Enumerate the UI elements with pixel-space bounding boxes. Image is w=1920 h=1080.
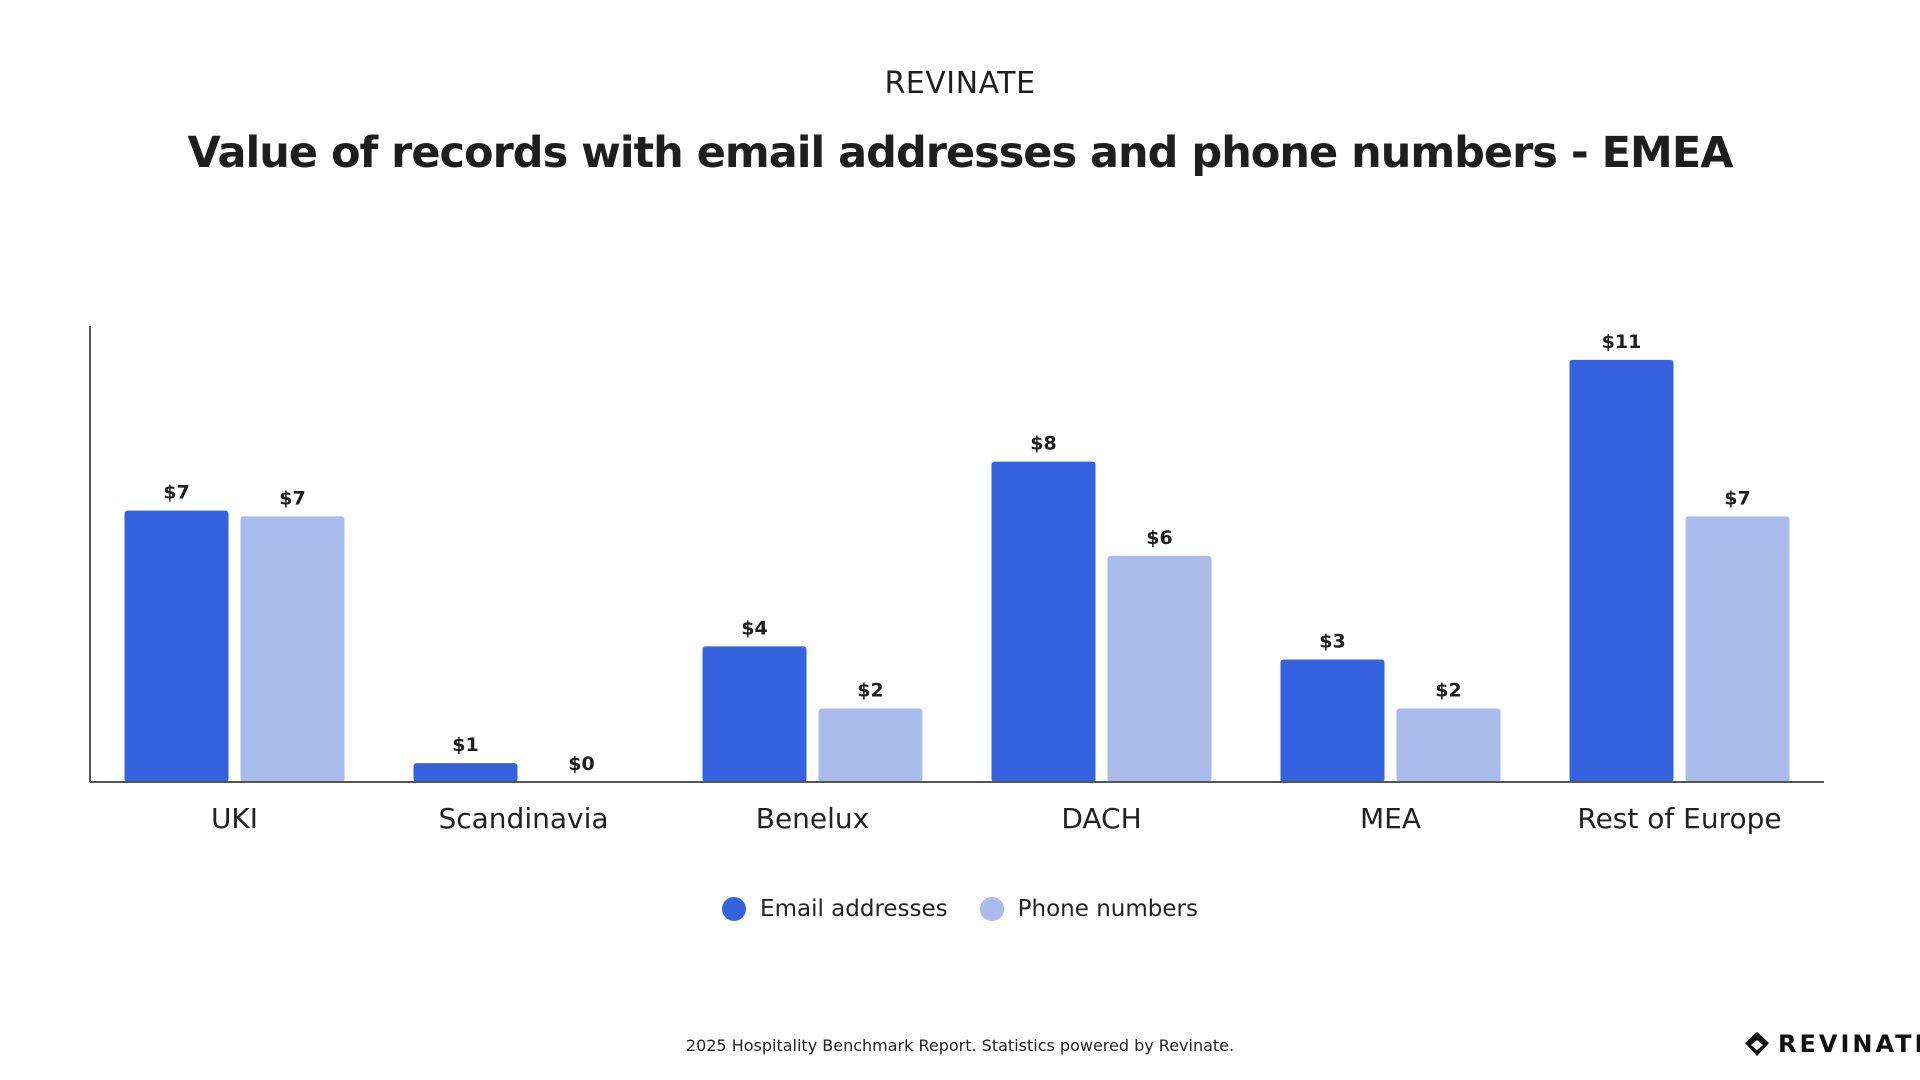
revinate-logo-icon [1745, 1032, 1769, 1056]
bar-phone-numbers-uki [240, 516, 345, 782]
data-label-email-addresses-uki: $7 [163, 482, 189, 504]
bar-email-addresses-uki [124, 510, 229, 782]
bar-email-addresses-scandinavia [413, 763, 518, 782]
data-label-phone-numbers-dach: $6 [1146, 527, 1172, 549]
chart-legend: Email addresses Phone numbers [0, 896, 1920, 922]
data-label-phone-numbers-uki: $7 [279, 487, 305, 509]
brand-heading: REVINATE [884, 66, 1036, 101]
data-label-email-addresses-mea: $3 [1319, 631, 1345, 653]
bar-phone-numbers-dach [1107, 555, 1212, 782]
chart-title: Value of records with email addresses an… [187, 128, 1734, 178]
footer-note: 2025 Hospitality Benchmark Report. Stati… [685, 1036, 1235, 1055]
data-label-email-addresses-benelux: $4 [741, 617, 767, 639]
legend-label-email: Email addresses [760, 896, 948, 922]
revinate-logo-text: REVINATE [1778, 1030, 1920, 1058]
data-label-email-addresses-rest-of-europe: $11 [1602, 331, 1642, 353]
x-tick-label-scandinavia: Scandinavia [438, 802, 608, 835]
data-label-phone-numbers-rest-of-europe: $7 [1724, 487, 1750, 509]
x-tick-label-benelux: Benelux [756, 802, 870, 835]
revinate-logo: REVINATE [1744, 1030, 1920, 1058]
data-label-phone-numbers-scandinavia: $0 [568, 753, 594, 775]
bar-phone-numbers-mea [1396, 708, 1501, 782]
data-label-email-addresses-dach: $8 [1030, 433, 1056, 455]
x-tick-label-dach: DACH [1061, 802, 1141, 835]
bar-email-addresses-benelux [702, 646, 807, 782]
bar-phone-numbers-rest-of-europe [1685, 516, 1790, 782]
data-label-phone-numbers-benelux: $2 [857, 680, 883, 702]
data-label-phone-numbers-mea: $2 [1435, 680, 1461, 702]
x-tick-label-mea: MEA [1360, 802, 1421, 835]
x-tick-label-uki: UKI [211, 802, 258, 835]
data-label-email-addresses-scandinavia: $1 [452, 734, 478, 756]
bar-email-addresses-rest-of-europe [1569, 359, 1674, 782]
bar-phone-numbers-benelux [818, 708, 923, 782]
legend-swatch-phone [979, 897, 1004, 921]
legend-item-phone: Phone numbers [979, 896, 1198, 922]
bar-email-addresses-dach [991, 461, 1096, 782]
legend-swatch-email [722, 897, 747, 921]
legend-item-email: Email addresses [722, 896, 948, 922]
bar-email-addresses-mea [1280, 659, 1385, 782]
x-tick-label-rest-of-europe: Rest of Europe [1577, 802, 1781, 835]
legend-label-phone: Phone numbers [1017, 896, 1198, 922]
